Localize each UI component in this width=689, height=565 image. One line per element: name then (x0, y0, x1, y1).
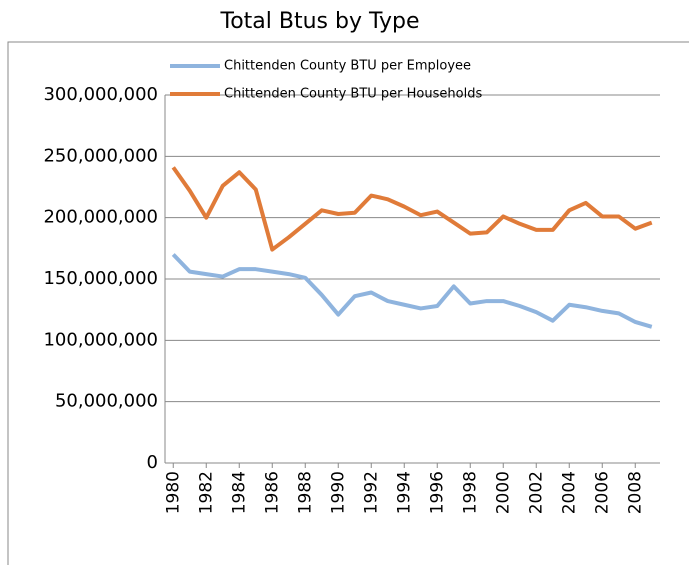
x-tick-label: 1986 (262, 471, 282, 514)
x-tick-label: 1998 (460, 471, 480, 514)
chart-title: Total Btus by Type (220, 9, 420, 34)
y-tick-label: 250,000,000 (43, 145, 158, 166)
x-tick-label: 2006 (592, 471, 612, 514)
y-tick-label: 100,000,000 (43, 329, 158, 350)
x-tick-label: 2002 (526, 471, 546, 514)
y-tick-label: 50,000,000 (55, 391, 158, 412)
x-tick-label: 2004 (559, 471, 579, 514)
x-tick-label: 1988 (295, 471, 315, 514)
x-tick-label: 1980 (163, 471, 183, 514)
y-tick-label: 200,000,000 (43, 207, 158, 228)
x-tick-label: 2008 (625, 471, 645, 514)
x-tick-label: 1992 (361, 471, 381, 514)
data-line (171, 253, 653, 329)
x-tick-label: 1982 (196, 471, 216, 514)
y-tick-label: 300,000,000 (43, 84, 158, 105)
x-tick-label: 1990 (328, 471, 348, 514)
legend-label: Chittenden County BTU per Households (224, 87, 482, 102)
y-tick-label: 0 (147, 452, 158, 473)
y-tick-label: 150,000,000 (43, 268, 158, 289)
data-line (171, 166, 653, 252)
x-tick-label: 1996 (427, 471, 447, 514)
legend-label: Chittenden County BTU per Employee (224, 59, 471, 74)
chart-frame (7, 41, 689, 565)
x-tick-label: 1984 (229, 471, 249, 514)
x-tick-label: 1994 (394, 471, 414, 514)
x-tick-label: 2000 (493, 471, 513, 514)
